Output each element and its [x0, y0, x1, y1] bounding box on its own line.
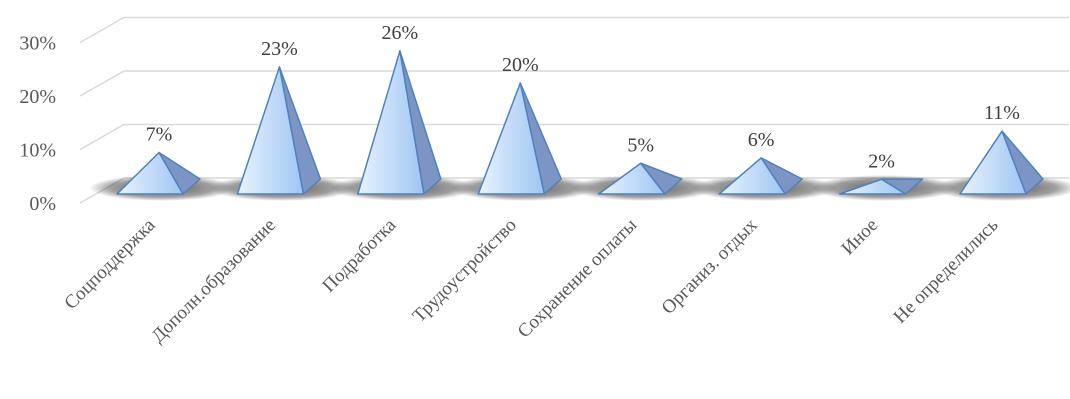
pyramid-bar	[357, 50, 425, 195]
data-label: 20%	[502, 54, 539, 76]
data-label: 2%	[868, 150, 895, 172]
y-tick-label: 30%	[19, 33, 56, 55]
pyramid-bar	[597, 162, 666, 195]
gridlines	[79, 16, 1069, 204]
y-tick-label: 10%	[19, 140, 56, 162]
data-label: 5%	[627, 134, 654, 156]
data-label: 11%	[984, 102, 1020, 124]
gridline	[79, 16, 1069, 44]
x-category-label: Дополн.образование	[148, 215, 280, 347]
data-label: 23%	[261, 38, 298, 60]
pyramid-bar	[718, 157, 786, 195]
gridline	[79, 123, 1069, 151]
pyramid-bar	[838, 178, 907, 195]
y-tick-label: 20%	[19, 86, 56, 108]
x-category-label: Трудоустройство	[409, 215, 521, 327]
x-category-label: Подработка	[318, 214, 400, 296]
data-labels: 7% 23% 26% 20% 5% 6% 2% 11%	[146, 22, 1020, 172]
pyramid-bar	[116, 151, 184, 195]
y-axis-ticks: 0% 10% 20% 30%	[19, 33, 56, 216]
x-category-label: Организ. отдых	[658, 214, 762, 318]
data-label: 6%	[748, 129, 775, 151]
data-label: 7%	[146, 124, 173, 146]
y-tick-label: 0%	[29, 193, 56, 215]
x-category-label: Сохранение оплаты	[514, 215, 642, 343]
pyramid-series	[89, 50, 1070, 201]
data-label: 26%	[382, 22, 419, 44]
gridline	[79, 70, 1069, 97]
x-category-label: Не определились	[890, 214, 1003, 327]
pyramid-bar	[236, 66, 305, 195]
x-category-label: Соцподдержка	[60, 214, 160, 314]
pyramid-bar	[477, 82, 546, 195]
x-category-label: Иное	[838, 215, 883, 260]
pyramid-bar	[959, 130, 1027, 195]
